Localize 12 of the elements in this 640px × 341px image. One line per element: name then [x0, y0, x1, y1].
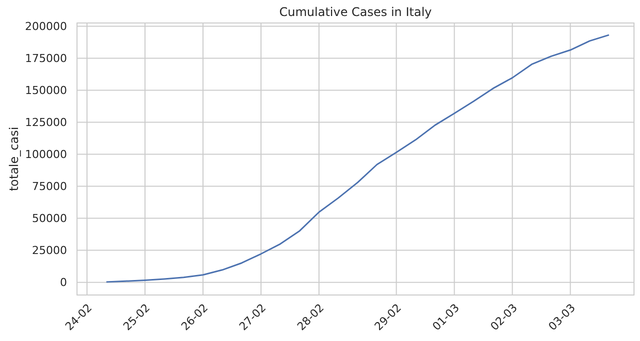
y-tick-label: 150000 [25, 84, 67, 98]
y-tick-label: 25000 [32, 244, 67, 258]
y-tick-label: 0 [60, 276, 67, 290]
chart-title: Cumulative Cases in Italy [279, 5, 432, 19]
y-tick-label: 50000 [32, 212, 67, 226]
y-tick-label: 175000 [25, 52, 67, 66]
y-tick-label: 200000 [25, 20, 67, 34]
line-series [106, 34, 610, 283]
y-tick-label: 100000 [25, 148, 67, 162]
y-tick-label: 75000 [32, 180, 67, 194]
y-axis-title: totale_casi [7, 126, 21, 192]
y-tick-label: 125000 [25, 116, 67, 130]
